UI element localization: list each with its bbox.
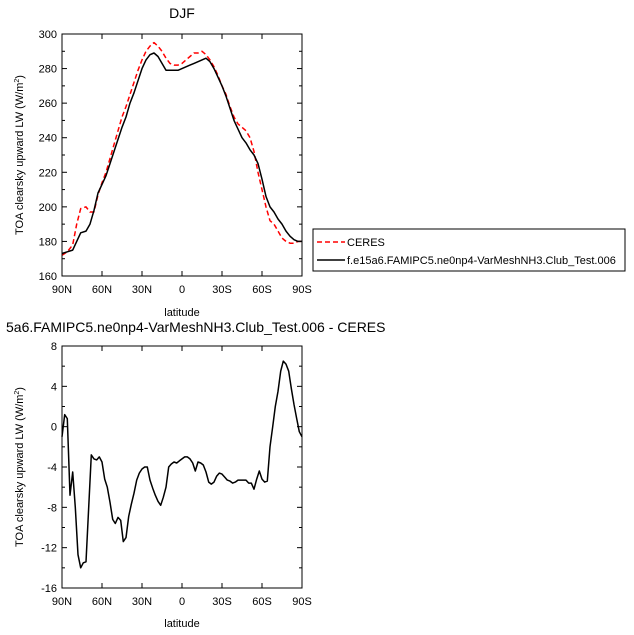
x-tick-label: 60S xyxy=(252,284,272,296)
y-tick-label: 0 xyxy=(51,422,57,434)
x-tick-label: 30S xyxy=(212,596,232,608)
x-tick-label: 90S xyxy=(292,596,312,608)
bottom-series-lines xyxy=(61,360,303,569)
y-tick-label: -8 xyxy=(47,502,57,514)
x-tick-label: 30S xyxy=(212,284,232,296)
legend-label-ceres: CERES xyxy=(347,237,385,249)
top-y-axis-label: TOA clearsky upward LW (W/m2) xyxy=(14,75,26,235)
series-line-difference xyxy=(61,360,303,569)
legend-box xyxy=(312,228,626,272)
top-axis-ticks: 90N 60N 30N 0 30S 60S 90S 160 180 200 220 240 260 280… xyxy=(39,29,312,296)
top-plot-frame xyxy=(61,33,303,277)
x-tick-label: 0 xyxy=(179,284,185,296)
legend-label-model: f.e15a6.FAMIPC5.ne0np4-VarMeshNH3.Club_T… xyxy=(347,255,616,267)
top-panel-title: DJF xyxy=(169,5,195,21)
series-line-ceres xyxy=(61,41,302,256)
y-tick-label: 8 xyxy=(51,341,57,353)
legend: CERES f.e15a6.FAMIPC5.ne0np4-VarMeshNH3.… xyxy=(312,228,626,272)
series-line-model xyxy=(61,52,302,255)
y-tick-label: 280 xyxy=(39,64,57,76)
top-x-axis-label: latitude xyxy=(164,307,199,319)
x-tick-label: 0 xyxy=(179,596,185,608)
x-tick-label: 90N xyxy=(52,284,72,296)
bottom-y-axis-label: TOA clearsky upward LW (W/m2) xyxy=(14,387,26,547)
bottom-axis-ticks: 90N 60N 30N 0 30S 60S 90S -16 -12 -8 -4 0 4 8 xyxy=(41,341,312,608)
x-tick-label: 60N xyxy=(92,596,112,608)
x-tick-label: 60N xyxy=(92,284,112,296)
y-tick-label: -4 xyxy=(47,462,57,474)
top-series-lines xyxy=(61,41,302,256)
bottom-x-axis-label: latitude xyxy=(164,618,199,630)
y-tick-label: 300 xyxy=(39,29,57,41)
y-tick-label: -12 xyxy=(41,543,57,555)
x-tick-label: 30N xyxy=(132,596,152,608)
y-tick-label: 160 xyxy=(39,271,57,283)
y-tick-label: 200 xyxy=(39,202,57,214)
bottom-plot-frame xyxy=(61,345,303,589)
x-tick-label: 60S xyxy=(252,596,272,608)
x-tick-label: 30N xyxy=(132,284,152,296)
x-tick-label: 90N xyxy=(52,596,72,608)
climatology-panel: DJF TOA clearsky upward LW (W/m2) latitu… xyxy=(14,5,312,319)
y-tick-label: 220 xyxy=(39,167,57,179)
x-tick-label: 90S xyxy=(292,284,312,296)
y-tick-label: -16 xyxy=(41,583,57,595)
y-tick-label: 260 xyxy=(39,98,57,110)
y-tick-label: 240 xyxy=(39,133,57,145)
y-tick-label: 180 xyxy=(39,236,57,248)
bottom-panel-title: 5a6.FAMIPC5.ne0np4-VarMeshNH3.Club_Test.… xyxy=(6,319,385,335)
difference-panel: 5a6.FAMIPC5.ne0np4-VarMeshNH3.Club_Test.… xyxy=(6,319,385,630)
y-tick-label: 4 xyxy=(51,381,57,393)
